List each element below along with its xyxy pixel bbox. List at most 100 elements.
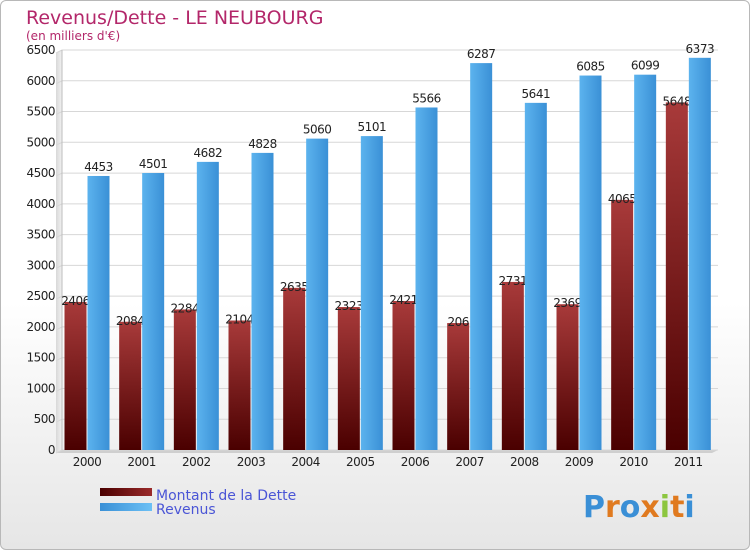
bar-debt [392, 301, 415, 450]
gridline-wall [55, 111, 63, 115]
legend: Montant de la Dette Revenus [100, 488, 296, 518]
data-label-debt: 2284 [171, 301, 200, 315]
data-label-revenus: 6085 [576, 60, 605, 74]
y-tick-label: 4500 [26, 166, 55, 180]
gridline-wall [55, 264, 63, 269]
bar-revenus [634, 74, 657, 450]
bar-revenus [87, 175, 110, 450]
gridline-wall [55, 326, 63, 331]
data-label-revenus: 6287 [467, 47, 496, 61]
bar-debt [665, 102, 688, 450]
data-label-revenus: 4501 [139, 157, 168, 171]
bar-revenus [360, 136, 383, 451]
data-label-revenus: 6373 [686, 42, 715, 56]
plot-side-wall [56, 50, 62, 453]
y-tick-label: 4000 [26, 197, 55, 211]
bar-revenus [251, 152, 274, 450]
gridline-wall [55, 172, 63, 177]
data-label-debt: 2731 [499, 274, 528, 288]
bar-revenus [142, 173, 165, 450]
y-tick-label: 2000 [26, 320, 55, 334]
bar-debt [501, 281, 524, 450]
legend-label-revenus: Revenus [156, 502, 216, 518]
x-tick-label: 2008 [510, 455, 539, 469]
data-label-debt: 2084 [116, 314, 145, 328]
data-label-debt: 4065 [608, 192, 637, 206]
bar-debt [337, 307, 360, 450]
gridline-wall [55, 418, 63, 423]
x-tick-label: 2010 [619, 455, 648, 469]
y-tick-label: 500 [34, 412, 55, 426]
data-label-revenus: 4682 [194, 146, 223, 160]
proxiti-logo: Proxiti [583, 490, 695, 525]
x-tick-label: 2005 [346, 455, 375, 469]
x-tick-label: 2000 [73, 455, 102, 469]
gridline-wall [55, 388, 63, 392]
data-label-debt: 2635 [280, 280, 309, 294]
gridline-wall [55, 80, 63, 85]
gridline-wall [55, 234, 63, 239]
data-label-revenus: 5060 [303, 123, 332, 137]
bar-debt [64, 301, 87, 450]
x-tick-label: 2009 [565, 455, 594, 469]
y-tick-label: 5500 [26, 105, 55, 119]
data-label-revenus: 4828 [248, 137, 277, 151]
x-tick-label: 2006 [401, 455, 430, 469]
gridline-wall [55, 295, 63, 300]
plot-area: 0 500 1000 1500 2000 2500 3000 3500 4000 4500 5000… [26, 42, 718, 469]
data-label-debt: 2421 [389, 293, 418, 307]
bar-revenus [196, 161, 219, 450]
x-tick-label: 2002 [182, 455, 211, 469]
data-label-debt: 2406 [61, 294, 90, 308]
data-label-debt: 2323 [335, 299, 364, 313]
x-tick-label: 2004 [291, 455, 320, 469]
bar-debt [119, 321, 142, 450]
x-tick-label: 2007 [455, 455, 484, 469]
y-tick-label: 6500 [26, 43, 55, 57]
legend-swatch-revenus [100, 503, 152, 511]
bar-debt [283, 287, 306, 450]
gridline-wall [55, 203, 63, 208]
bar-revenus [688, 57, 711, 451]
legend-swatch-debt [100, 488, 152, 496]
x-tick-label: 2011 [674, 455, 703, 469]
y-tick-label: 3500 [26, 228, 55, 242]
data-label-debt: 206 [447, 315, 468, 329]
data-label-revenus: 6099 [631, 59, 660, 73]
bar-debt [556, 304, 579, 450]
gridline-wall [55, 141, 63, 146]
bar-revenus [579, 75, 602, 451]
gridline-wall [55, 49, 63, 54]
y-tick-label: 1000 [26, 381, 55, 395]
data-label-debt: 2369 [553, 296, 582, 310]
x-tick-label: 2003 [237, 455, 266, 469]
data-label-revenus: 5641 [522, 87, 551, 101]
y-tick-label: 2500 [26, 289, 55, 303]
bar-revenus [415, 107, 438, 450]
y-tick-label: 0 [48, 443, 55, 457]
bar-revenus [306, 138, 329, 450]
bar-revenus [470, 63, 493, 450]
chart-title: Revenus/Dette - LE NEUBOURG [26, 7, 323, 29]
plot-floor [56, 450, 718, 453]
gridline-wall [55, 449, 63, 454]
bar-debt [447, 323, 470, 450]
y-tick-label: 1500 [26, 351, 55, 365]
chart-subtitle: (en milliers d'€) [26, 29, 120, 43]
data-label-debt: 5648 [663, 94, 692, 108]
data-label-revenus: 4453 [84, 160, 113, 174]
bar-debt [611, 199, 634, 450]
data-label-revenus: 5566 [412, 91, 441, 105]
data-label-debt: 2104 [225, 313, 254, 327]
legend-label-debt: Montant de la Dette [156, 488, 296, 504]
y-tick-label: 6000 [26, 74, 55, 88]
y-tick-label: 5000 [26, 135, 55, 149]
bar-debt [228, 320, 251, 450]
y-tick-label: 3000 [26, 258, 55, 272]
bar-debt [173, 309, 196, 450]
data-label-revenus: 5101 [358, 120, 387, 134]
x-tick-label: 2001 [127, 455, 156, 469]
gridline-wall [55, 357, 63, 362]
logo-text: Proxiti [583, 490, 695, 525]
